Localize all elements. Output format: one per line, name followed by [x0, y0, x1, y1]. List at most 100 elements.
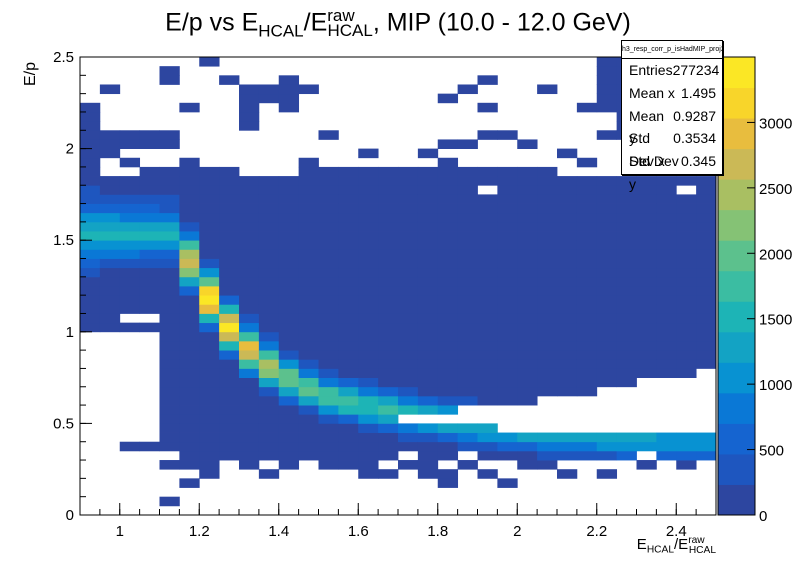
heatmap-cell: [239, 185, 260, 195]
heatmap-cell: [179, 240, 200, 250]
heatmap-cell: [239, 102, 260, 113]
heatmap-cell: [596, 286, 618, 296]
heatmap-cell: [537, 386, 558, 397]
heatmap-cell: [417, 258, 439, 269]
heatmap-cell: [417, 441, 439, 452]
heatmap-cell: [119, 276, 141, 287]
heatmap-cell: [278, 377, 300, 388]
x-tick-label: 1.2: [189, 523, 210, 540]
heatmap-cell: [517, 139, 538, 149]
heatmap-cell: [676, 276, 697, 287]
heatmap-cell: [517, 441, 538, 452]
heatmap-cell: [417, 340, 439, 351]
heatmap-cell: [636, 194, 657, 204]
heatmap-cell: [656, 249, 677, 259]
heatmap-cell: [557, 359, 578, 369]
palette-swatch: [718, 331, 755, 363]
heatmap-cell: [636, 203, 657, 214]
heatmap-cell: [497, 340, 518, 351]
heatmap-cell: [398, 194, 419, 204]
heatmap-cell: [179, 368, 200, 378]
heatmap-cell: [596, 331, 618, 342]
heatmap-cell: [517, 450, 538, 461]
heatmap-cell: [656, 432, 677, 443]
stats-value: 277234: [672, 62, 720, 78]
heatmap-cell: [576, 286, 598, 296]
heatmap-cell: [338, 240, 359, 250]
palette-swatch: [718, 179, 755, 211]
heatmap-cell: [278, 423, 300, 433]
heatmap-cell: [517, 377, 538, 388]
heatmap-cell: [596, 350, 618, 360]
z-tick-label: 1000: [759, 377, 792, 394]
heatmap-cell: [99, 249, 121, 259]
heatmap-cell: [398, 304, 419, 314]
heatmap-cell: [358, 368, 379, 378]
heatmap-cell: [119, 221, 141, 232]
heatmap-cell: [159, 185, 180, 195]
heatmap-cell: [179, 423, 200, 433]
heatmap-cell: [298, 340, 319, 351]
heatmap-cell: [199, 286, 220, 296]
heatmap-cell: [239, 405, 260, 415]
heatmap-cell: [338, 276, 359, 287]
heatmap-cell: [656, 313, 677, 324]
heatmap-cell: [219, 441, 240, 452]
heatmap-cell: [278, 176, 300, 186]
heatmap-cell: [358, 460, 379, 470]
heatmap-cell: [179, 405, 200, 415]
heatmap-cell: [636, 368, 657, 378]
heatmap-cell: [99, 194, 121, 204]
heatmap-cell: [497, 267, 518, 278]
heatmap-cell: [199, 359, 220, 369]
heatmap-cell: [239, 240, 260, 250]
heatmap-cell: [219, 240, 240, 250]
heatmap-cell: [656, 322, 677, 333]
heatmap-cell: [437, 258, 459, 269]
heatmap-cell: [278, 93, 300, 104]
heatmap-cell: [179, 276, 200, 287]
heatmap-cell: [199, 166, 220, 177]
heatmap-cell: [159, 423, 180, 433]
heatmap-cell: [437, 322, 459, 333]
heatmap-cell: [378, 176, 399, 186]
heatmap-cell: [596, 377, 618, 388]
heatmap-cell: [696, 240, 717, 250]
heatmap-cell: [159, 276, 180, 287]
heatmap-cell: [457, 240, 478, 250]
heatmap-cell: [298, 295, 319, 305]
heatmap-cell: [298, 276, 319, 287]
heatmap-cell: [318, 304, 339, 314]
heatmap-cell: [159, 212, 180, 223]
heatmap-cell: [576, 185, 598, 195]
heatmap-cell: [398, 359, 419, 369]
heatmap-cell: [199, 423, 220, 433]
heatmap-cell: [99, 276, 121, 287]
heatmap-cell: [318, 231, 339, 241]
heatmap-cell: [596, 368, 618, 378]
heatmap-cell: [298, 240, 319, 250]
heatmap-cell: [199, 450, 220, 461]
heatmap-cell: [318, 295, 339, 305]
heatmap-cell: [457, 276, 478, 287]
heatmap-cell: [258, 212, 280, 223]
heatmap-cell: [358, 176, 379, 186]
heatmap-cell: [358, 469, 379, 479]
heatmap-cell: [417, 331, 439, 342]
heatmap-cell: [398, 258, 419, 269]
heatmap-cell: [159, 139, 180, 149]
heatmap-cell: [457, 267, 478, 278]
heatmap-cell: [258, 295, 280, 305]
heatmap-cell: [378, 469, 399, 479]
heatmap-cell: [139, 139, 160, 149]
heatmap-cell: [258, 414, 280, 424]
heatmap-cell: [239, 340, 260, 351]
heatmap-cell: [477, 322, 498, 333]
heatmap-cell: [457, 295, 478, 305]
heatmap-cell: [696, 212, 717, 223]
heatmap-cell: [298, 258, 319, 269]
heatmap-cell: [636, 267, 657, 278]
heatmap-cell: [179, 313, 200, 324]
heatmap-cell: [517, 295, 538, 305]
heatmap-cell: [557, 194, 578, 204]
